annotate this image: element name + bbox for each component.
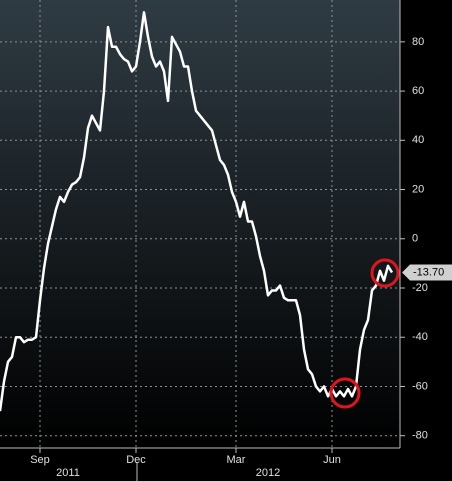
y-tick-label: 40: [412, 134, 424, 146]
y-tick-label: -40: [412, 331, 428, 343]
last-value-tag: [402, 264, 452, 281]
line-series: [0, 11, 394, 412]
y-tick-label: 20: [412, 183, 424, 195]
y-tick-label: -20: [412, 282, 428, 294]
x-tick-label: Jun: [323, 454, 341, 466]
axis-background: [400, 0, 452, 481]
plot-background: [0, 0, 400, 448]
y-tick-label: -60: [412, 380, 428, 392]
grid: [0, 0, 400, 448]
x-tick-label: Mar: [227, 454, 246, 466]
y-tick-label: 60: [412, 85, 424, 97]
y-tick-label: 0: [412, 233, 418, 245]
highlight-circle: [329, 377, 361, 409]
y-tick-label: 80: [412, 36, 424, 48]
year-label: 2011: [56, 467, 80, 479]
year-label: 2012: [256, 467, 280, 479]
y-tick-label: -80: [412, 430, 428, 442]
x-tick-label: Dec: [126, 454, 146, 466]
last-value-label: -13.70: [413, 266, 444, 278]
marks: [0, 11, 394, 412]
x-tick-label: Sep: [30, 454, 50, 466]
highlight-circle: [370, 258, 400, 288]
